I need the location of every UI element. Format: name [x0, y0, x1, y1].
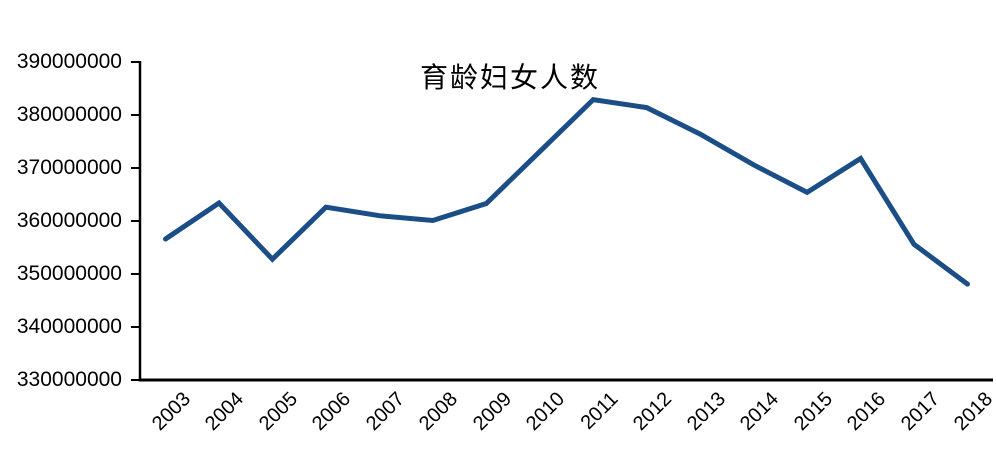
line-series [163, 96, 970, 287]
y-axis-label: 360000000 [16, 209, 122, 232]
y-axis-label: 350000000 [16, 262, 122, 285]
chart-title: 育龄妇女人数 [419, 63, 600, 94]
y-axis-label: 340000000 [16, 315, 122, 338]
y-axis-label: 370000000 [16, 156, 122, 179]
y-axis-label: 380000000 [16, 103, 122, 126]
y-axis-label: 330000000 [16, 368, 122, 391]
y-axis-label: 390000000 [16, 50, 122, 73]
